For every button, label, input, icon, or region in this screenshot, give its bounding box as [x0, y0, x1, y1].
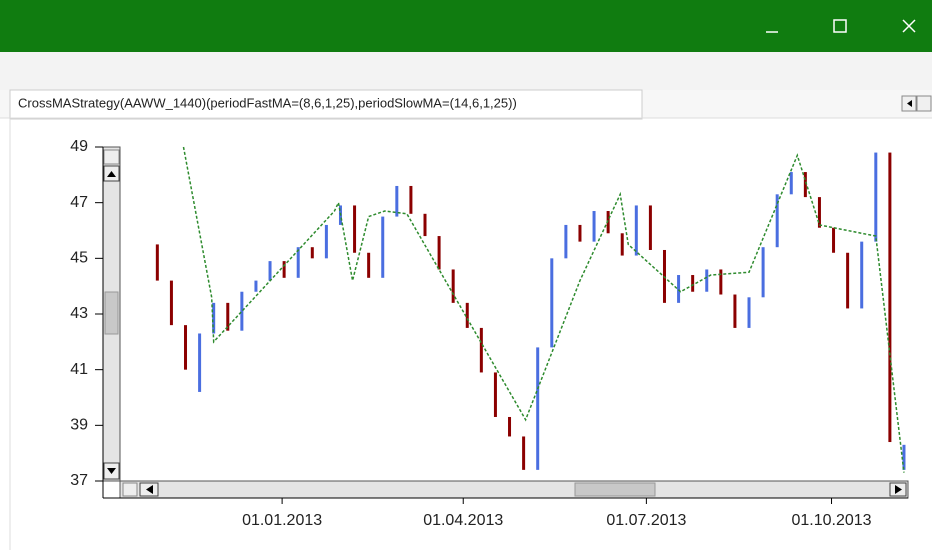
toolbar — [0, 52, 932, 90]
candle-body — [803, 172, 807, 198]
candle-body — [296, 247, 300, 278]
candle-body — [155, 244, 159, 281]
candle-body — [268, 261, 272, 281]
arrow — [107, 468, 116, 474]
candle-body — [747, 297, 751, 328]
tab[interactable] — [9, 89, 643, 120]
candle-body — [874, 152, 878, 242]
x-tick-label: 01.07.2013 — [606, 512, 686, 529]
arrow — [146, 485, 153, 494]
candle-body — [437, 236, 441, 270]
candle-body — [860, 241, 864, 309]
candle-body — [733, 294, 737, 328]
candle-body — [310, 247, 314, 259]
candle-body — [254, 280, 258, 292]
maximize-button[interactable] — [833, 19, 847, 33]
candle-body — [606, 211, 610, 234]
arrow — [907, 100, 912, 107]
candle-body — [508, 416, 512, 437]
y-tick-label: 43 — [70, 305, 88, 322]
candle-body — [198, 333, 202, 392]
candle-body — [888, 152, 892, 443]
scroll-thumb[interactable] — [104, 291, 119, 335]
candle-body — [592, 211, 596, 242]
candle-body — [648, 205, 652, 250]
y-tick-label: 49 — [70, 138, 88, 155]
candle-body — [705, 269, 709, 292]
candle-body — [620, 233, 624, 256]
tab-scroll-right[interactable] — [916, 95, 932, 112]
candle-body — [465, 302, 469, 328]
candle-body — [761, 247, 765, 298]
title-bar — [0, 0, 932, 52]
y-tick-label: 39 — [70, 417, 88, 434]
candle-body — [578, 224, 582, 242]
candle-body — [719, 269, 723, 295]
candle-body — [832, 227, 836, 253]
candle-body — [817, 197, 821, 228]
candle-body — [846, 252, 850, 309]
x-tick-label: 01.10.2013 — [791, 512, 871, 529]
candle-body — [212, 302, 216, 334]
candle-body — [423, 213, 427, 237]
candle-body — [184, 325, 188, 370]
candle-body — [634, 205, 638, 256]
y-tick-label: 47 — [70, 194, 88, 211]
candle-body — [226, 302, 230, 331]
candle-body — [395, 185, 399, 217]
x-tick-label: 01.01.2013 — [242, 512, 322, 529]
plot — [155, 146, 906, 473]
candle-body — [324, 224, 328, 259]
y-tick-label: 45 — [70, 250, 88, 267]
candle-body — [550, 258, 554, 348]
y-tick-label: 37 — [70, 472, 88, 489]
candle-body — [902, 444, 906, 470]
candle-body — [493, 372, 497, 417]
candle-body — [169, 280, 173, 326]
y-tick-label: 41 — [70, 361, 88, 378]
zoom-button[interactable] — [103, 149, 120, 165]
candle-body — [789, 172, 793, 195]
moving-average-line — [182, 146, 905, 473]
candle-body — [564, 224, 568, 259]
candle-body — [409, 185, 413, 214]
candle-body — [353, 205, 357, 253]
horizontal-scrollbar[interactable] — [119, 480, 909, 499]
candle-body — [451, 269, 455, 303]
candle-body — [775, 194, 779, 248]
vertical-scrollbar[interactable] — [102, 146, 121, 482]
candle-body — [479, 327, 483, 373]
arrow — [895, 485, 902, 494]
scroll-thumb[interactable] — [574, 482, 656, 497]
candle-body — [367, 252, 371, 278]
tab-label: CrossMAStrategy(AAWW_1440)(periodFastMA=… — [18, 95, 517, 110]
zoom-button[interactable] — [122, 482, 138, 497]
candle-body — [240, 291, 244, 331]
candle-body — [282, 261, 286, 278]
candle-body — [691, 275, 695, 292]
x-tick-label: 01.04.2013 — [423, 512, 503, 529]
scroll-track — [119, 480, 909, 499]
candle-body — [677, 275, 681, 303]
close-button[interactable] — [902, 19, 916, 33]
candle-body — [536, 347, 540, 470]
candle-body — [522, 436, 526, 470]
candle-body — [381, 216, 385, 278]
arrow — [107, 171, 116, 177]
